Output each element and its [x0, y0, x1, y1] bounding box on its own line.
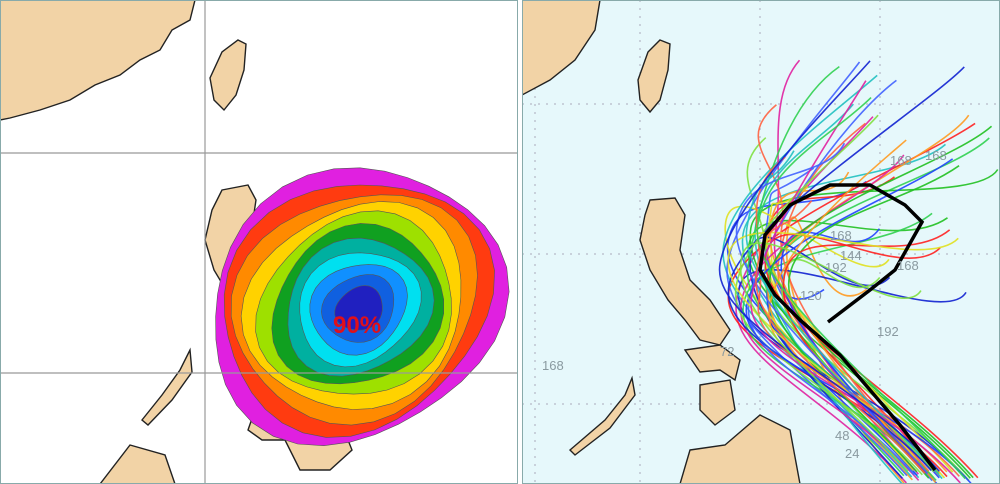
taiwan	[637, 39, 671, 114]
forecast-hour-label: 24	[845, 446, 859, 461]
ensemble-track	[718, 60, 940, 472]
forecast-hour-label: 192	[825, 260, 847, 275]
forecast-hour-label: 48	[835, 428, 849, 443]
forecast-hour-label: 192	[877, 324, 899, 339]
ensemble-track	[755, 200, 926, 474]
probability-contours	[215, 167, 510, 447]
ensemble-track	[727, 231, 959, 479]
visayas	[683, 344, 741, 382]
palawan	[141, 347, 193, 426]
probability-contour	[334, 285, 383, 331]
ensemble-track	[756, 97, 966, 480]
forecast-hour-label: 120	[800, 288, 822, 303]
visayas-2	[699, 379, 736, 426]
ensemble-track	[785, 216, 905, 484]
ensemble-track	[765, 137, 990, 477]
china-coast	[522, 0, 601, 96]
forecast-hour-label: 168	[542, 358, 564, 373]
ensemble-tracks	[718, 59, 999, 484]
ensemble-track	[739, 154, 920, 481]
ensemble-track	[768, 125, 993, 473]
ensemble-track	[757, 104, 930, 472]
forecast-hour-label: 168	[897, 258, 919, 273]
forecast-hour-label: 72	[720, 344, 734, 359]
probability-map-panel: 90%	[0, 0, 518, 484]
ensemble-mean-track	[758, 183, 937, 472]
forecast-hour-label: 144	[840, 248, 862, 263]
palawan	[568, 375, 636, 456]
taiwan	[209, 39, 247, 112]
forecast-hour-label: 168	[890, 153, 912, 168]
forecast-hour-label: 168	[830, 228, 852, 243]
ensemble-track	[742, 212, 937, 481]
borneo	[99, 444, 176, 484]
ocean	[522, 0, 1000, 484]
ensemble-track	[745, 150, 943, 480]
probability-label: 90%	[333, 312, 381, 339]
forecast-hour-label: 168	[925, 148, 947, 163]
ensemble-track	[755, 156, 960, 477]
china-coast	[0, 0, 196, 121]
mindanao	[679, 414, 801, 484]
ensemble-track	[745, 158, 972, 484]
ensemble-track	[727, 66, 965, 471]
ensemble-track	[768, 139, 948, 473]
